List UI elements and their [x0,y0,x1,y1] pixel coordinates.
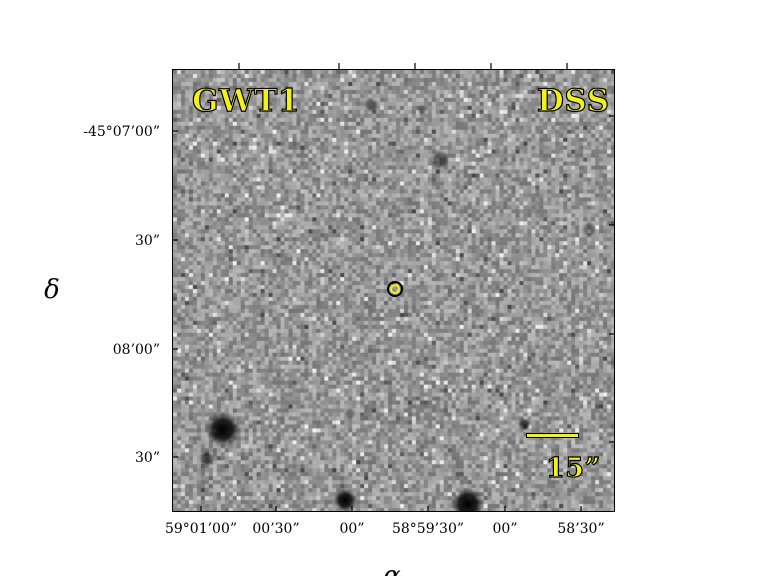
dec-ticks-right [609,115,615,443]
object-name-label: GWT1 [191,83,300,119]
dec-axis-title: δ [44,275,60,305]
ra-tick-label: 00” [340,521,365,537]
ra-tick-label: 00’30” [252,521,299,537]
ra-axis-title: α [383,561,401,576]
dec-tick-label: 08’00” [113,342,160,358]
ra-ticks-bottom [200,506,582,512]
survey-name-label: DSS [536,83,610,119]
ra-tick-label: 58°59’30” [392,521,464,537]
ra-ticks-top [238,63,568,69]
ra-tick-label: 59°01’00” [165,521,237,537]
dec-tick-label: -45°07’00” [83,124,160,140]
dec-tick-label: 30” [135,233,160,249]
angular-scale-bar [526,433,579,438]
dec-ticks-left [172,130,178,458]
angular-scale-label: 15” [545,453,601,484]
ra-tick-label: 00” [493,521,518,537]
ra-tick-label: 58’30” [557,521,604,537]
sky-image-panel [172,69,615,512]
dec-tick-label: 30” [135,450,160,466]
target-circle-marker [387,281,403,297]
